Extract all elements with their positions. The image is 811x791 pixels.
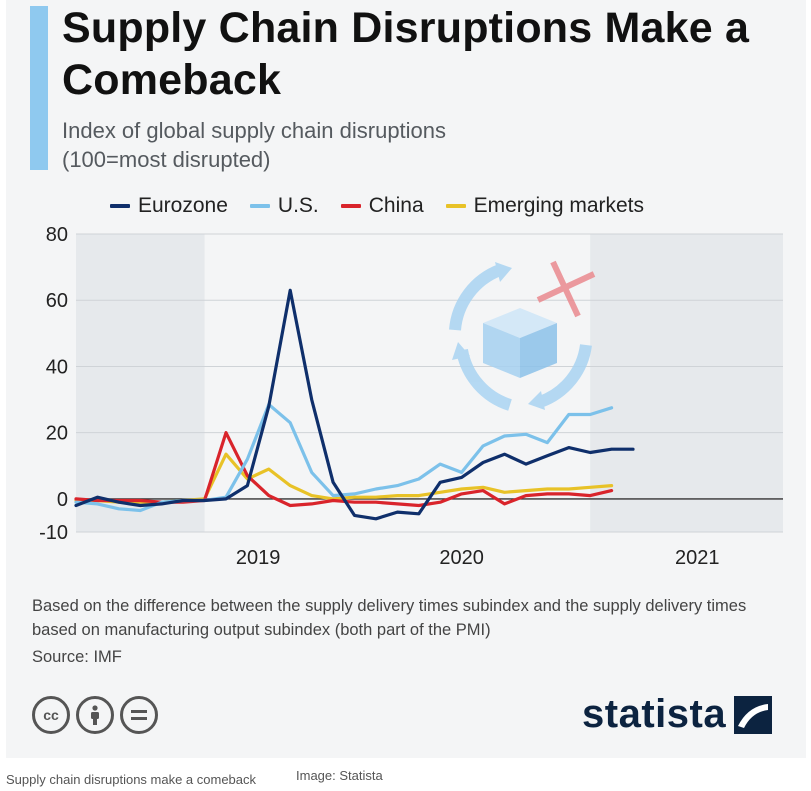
series-line-eurozone	[74, 288, 635, 521]
logo-text: statista	[582, 692, 727, 736]
legend-swatch	[445, 204, 466, 208]
x-tick-label: 2021	[675, 547, 720, 569]
chart-title: Supply Chain Disruptions Make a Comeback	[62, 4, 750, 104]
shaded-period	[76, 234, 205, 532]
legend-label: Emerging markets	[473, 194, 645, 217]
y-tick-label: 20	[46, 423, 68, 445]
chart-legend: Eurozone U.S. China Emerging markets	[110, 192, 666, 220]
legend-item: Eurozone	[110, 194, 228, 218]
legend-label: Eurozone	[138, 194, 228, 217]
legend-label: China	[368, 194, 424, 217]
y-tick-label: -10	[39, 522, 68, 544]
license-icons: cc	[32, 696, 158, 734]
legend-item: U.S.	[249, 194, 319, 218]
legend-item: Emerging markets	[445, 194, 645, 218]
legend-swatch	[340, 204, 361, 208]
image-caption: Supply chain disruptions make a comeback	[6, 772, 257, 787]
subtitle-line-1: Index of global supply chain disruptions	[62, 118, 447, 143]
cc-icon[interactable]: cc	[32, 696, 70, 734]
y-tick-label: 80	[46, 224, 68, 246]
statista-logo[interactable]: statista	[582, 692, 773, 737]
y-tick-label: 40	[46, 356, 68, 378]
accent-bar	[30, 6, 48, 170]
legend-label: U.S.	[277, 194, 319, 217]
shaded-period	[590, 234, 783, 532]
image-credit: Image: Statista	[296, 768, 383, 783]
chart-subtitle: Index of global supply chain disruptions…	[62, 116, 762, 174]
by-person-icon[interactable]	[76, 696, 114, 734]
logo-mark-icon	[734, 695, 773, 734]
supply-cycle-illustration-icon	[449, 260, 596, 411]
legend-swatch	[110, 204, 130, 208]
methodology-note: Based on the difference between the supp…	[32, 597, 747, 639]
subtitle-line-2: (100=most disrupted)	[62, 147, 271, 172]
x-tick-label: 2019	[236, 547, 281, 569]
x-tick-label: 2020	[439, 547, 484, 569]
source-note: Source: IMF	[32, 648, 122, 666]
legend-item: China	[340, 194, 424, 218]
line-chart: 80 60 40 20 0 -10 2019 2020 2021	[39, 224, 783, 569]
legend-swatch	[249, 204, 270, 208]
nd-equals-icon[interactable]	[120, 696, 158, 734]
y-tick-label: 60	[46, 290, 68, 312]
y-tick-label: 0	[57, 489, 68, 511]
